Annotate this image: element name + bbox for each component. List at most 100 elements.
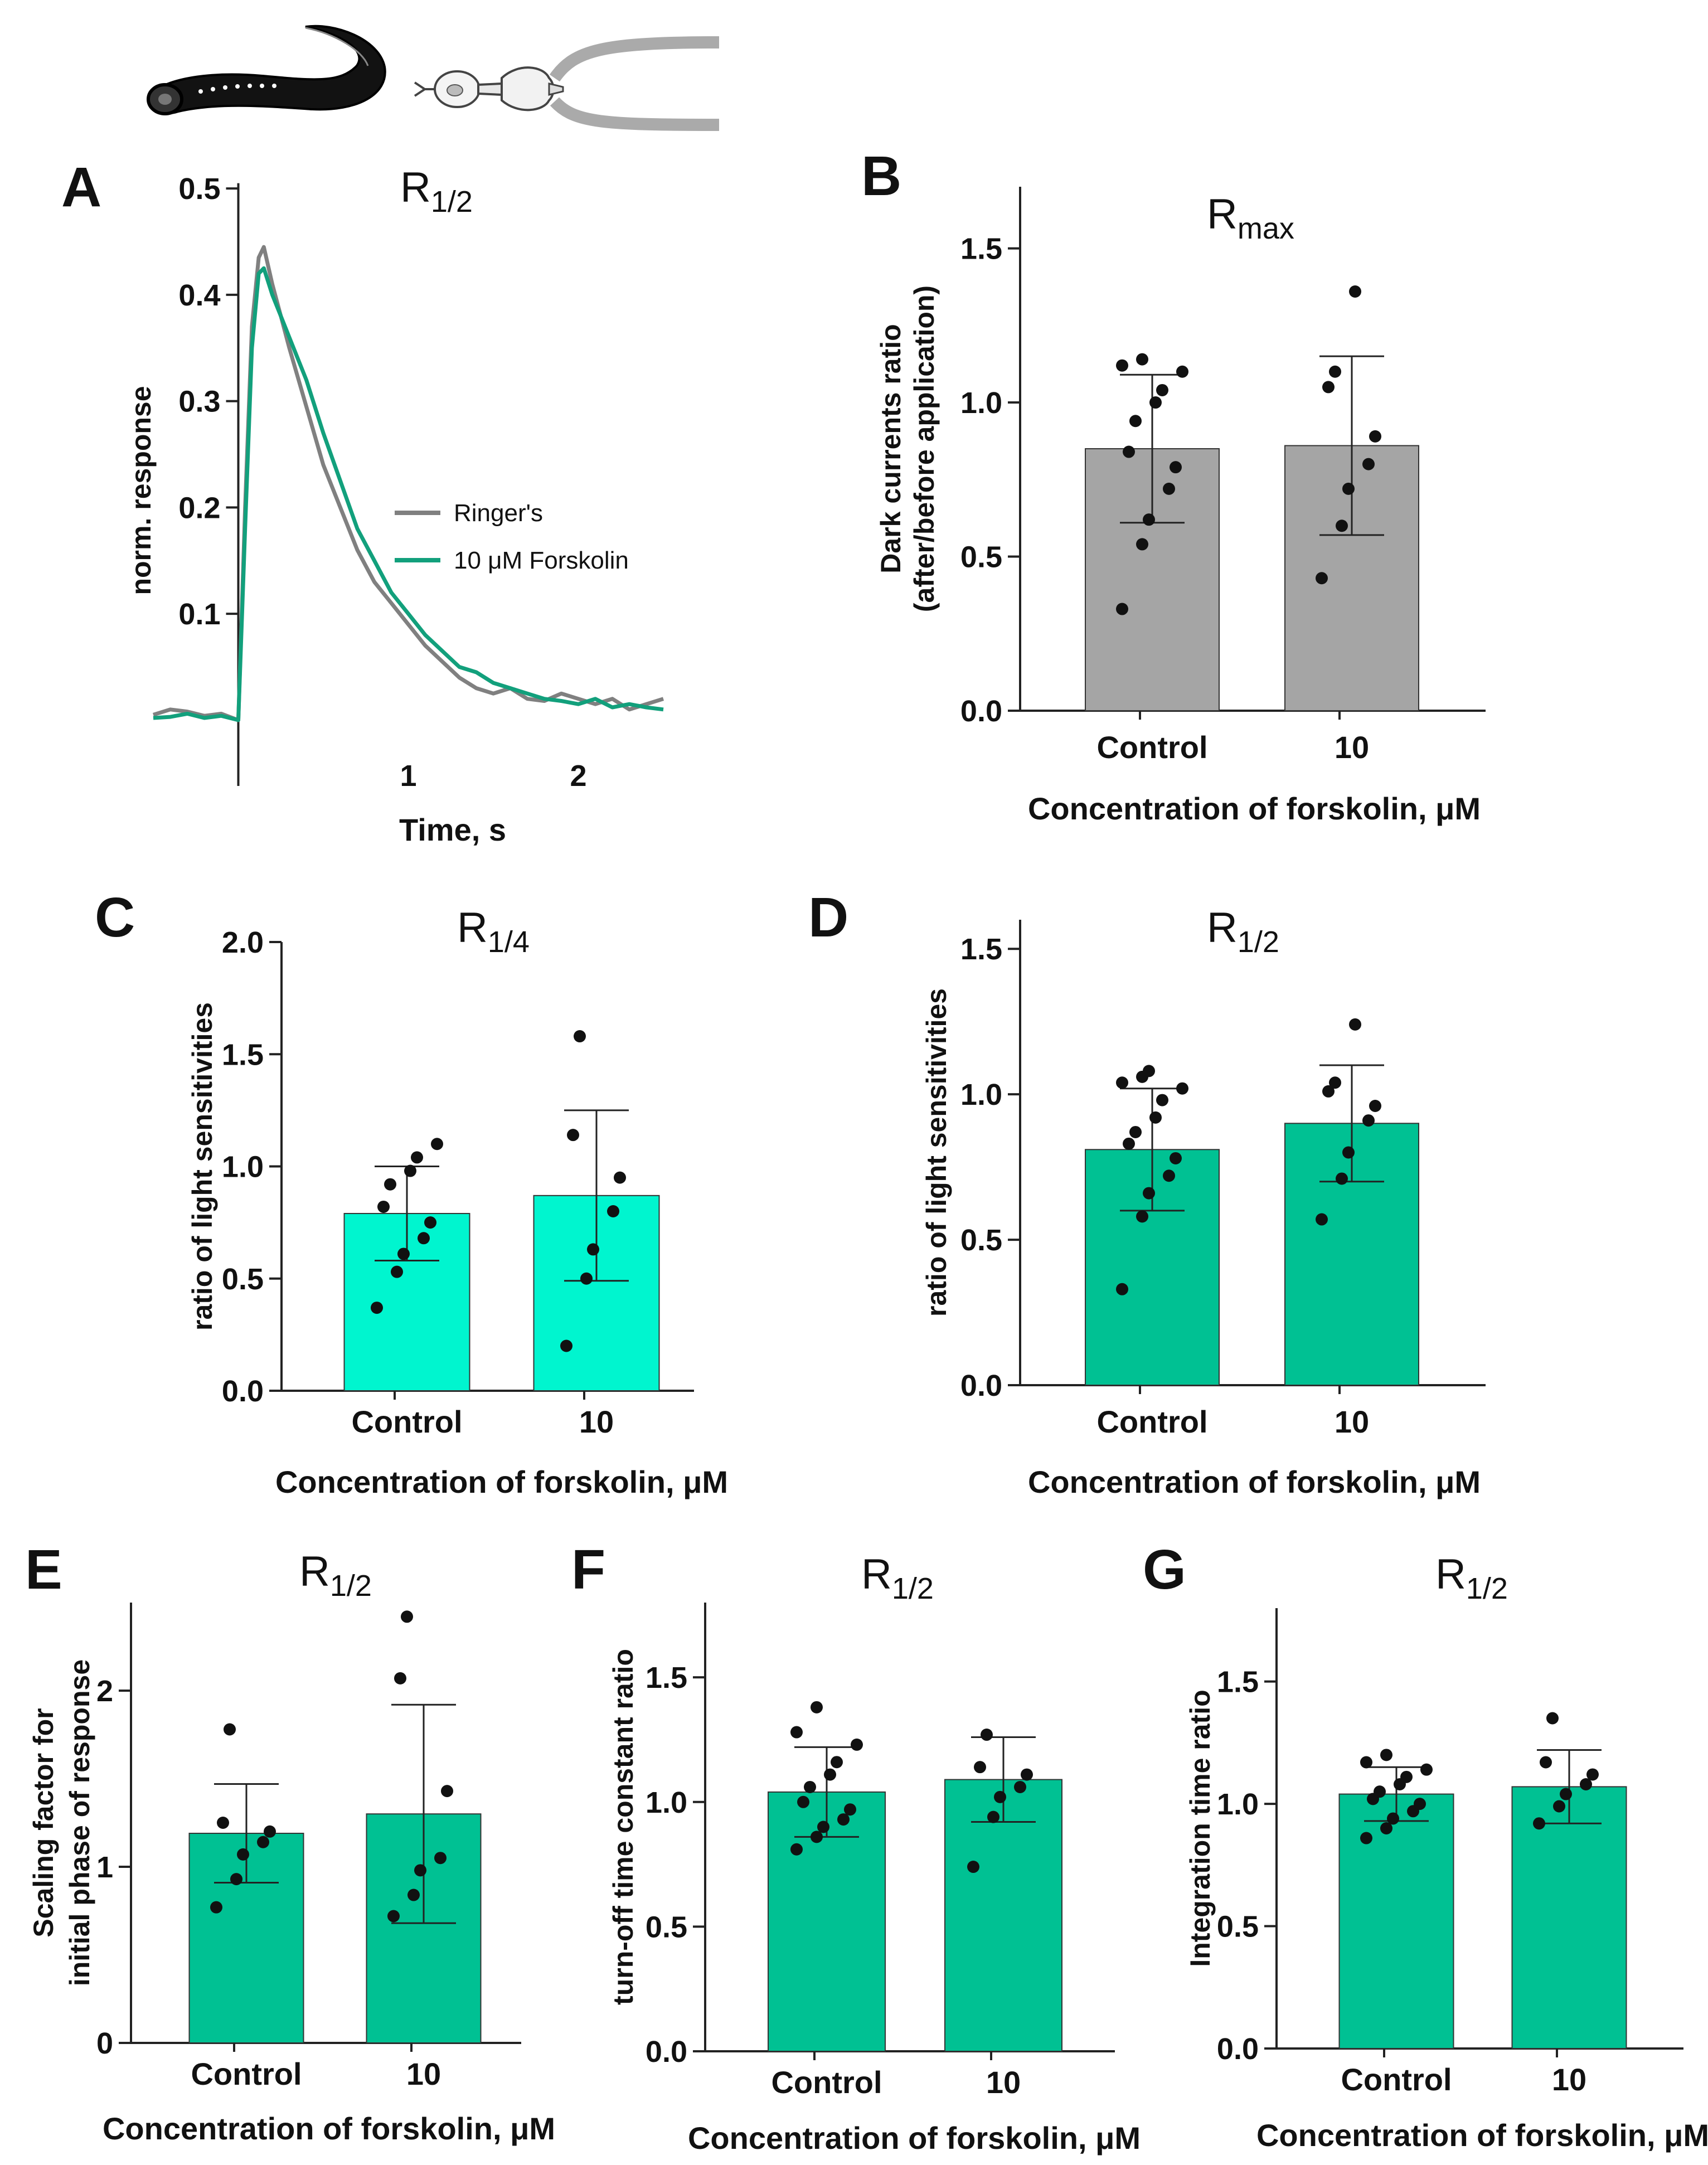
data-point	[824, 1768, 836, 1781]
panel-b-xlabel: Concentration of forskolin, μM	[1028, 791, 1481, 826]
panel-f-category-label: Control	[771, 2065, 882, 2100]
panel-letter-e: E	[25, 1538, 62, 1601]
panel-d-title: R1/2	[1207, 904, 1279, 959]
data-point	[1540, 1756, 1552, 1769]
data-point	[401, 1610, 413, 1623]
panel-d-ytick-label: 1.5	[960, 933, 1002, 966]
data-point	[607, 1205, 619, 1217]
data-point	[237, 1848, 249, 1861]
panel-a-xlabel: Time, s	[399, 812, 506, 847]
data-point	[1374, 1785, 1386, 1798]
panel-letter-g: G	[1143, 1538, 1186, 1601]
panel-e-ylabel-2: initial phase of response	[64, 1659, 95, 1986]
data-point	[580, 1272, 593, 1285]
data-point	[1021, 1768, 1033, 1781]
panel-b-category-label: 10	[1335, 730, 1369, 765]
data-point	[1400, 1770, 1413, 1783]
data-point	[817, 1821, 829, 1833]
data-point	[414, 1864, 426, 1877]
panel-b-ytick-label: 0.5	[960, 541, 1002, 574]
panel-c-ytick-label: 0.0	[222, 1375, 264, 1408]
panel-e-xlabel: Concentration of forskolin, μM	[103, 2111, 555, 2146]
data-point	[1362, 458, 1375, 470]
panel-letter-f: F	[571, 1538, 605, 1601]
data-point	[1387, 1812, 1399, 1825]
data-point	[1420, 1763, 1433, 1776]
panel-e-category-label: Control	[191, 2056, 302, 2091]
legend-ringer-label: Ringer's	[454, 499, 543, 527]
panel-f-ytick-label: 0.0	[646, 2035, 687, 2069]
data-point	[418, 1232, 430, 1245]
data-point	[1329, 365, 1341, 378]
data-point	[1336, 1172, 1348, 1185]
panel-b-category-label: Control	[1096, 730, 1207, 765]
panel-g-ytick-label: 0.0	[1217, 2032, 1259, 2066]
panel-g-ytick-label: 0.5	[1217, 1910, 1259, 1944]
data-point	[441, 1785, 453, 1798]
panel-c-ytick-label: 0.5	[222, 1263, 264, 1296]
data-point	[614, 1171, 626, 1184]
data-point	[1322, 1085, 1335, 1098]
data-point	[1176, 365, 1188, 378]
title-base: R	[1207, 904, 1238, 952]
panel-b-title: Rmax	[1207, 191, 1294, 245]
panel-c-ylabel: ratio of light sensitivities	[187, 1002, 218, 1331]
title-subscript: 1/2	[330, 1569, 372, 1603]
panel-g-category-label: 10	[1552, 2062, 1586, 2097]
panel-b: B Rmax Dark currents ratio (after/before ap…	[861, 145, 1486, 826]
panel-g-ytick-label: 1.5	[1217, 1666, 1259, 1699]
title-base: R	[457, 904, 488, 952]
data-point	[1362, 1114, 1375, 1127]
data-point	[387, 1910, 400, 1923]
panel-c: C R1/4 ratio of light sensitivities 0.0 0.5 1…	[95, 886, 728, 1499]
data-point	[1369, 430, 1381, 443]
data-point	[1123, 1137, 1135, 1150]
panel-d-category-label: Control	[1096, 1404, 1207, 1439]
data-point	[1149, 396, 1162, 409]
panel-letter-a: A	[61, 156, 101, 219]
data-point	[831, 1756, 843, 1769]
panel-e-category-label: 10	[406, 2056, 441, 2091]
data-point	[987, 1810, 999, 1823]
panel-a-ytick-label: 0.1	[178, 598, 220, 631]
photoreceptor-cell-icon	[414, 66, 564, 111]
data-point	[1553, 1800, 1565, 1813]
forskolin-response-line	[153, 266, 664, 722]
panel-a-xtick-label: 1	[400, 759, 416, 793]
data-point	[224, 1723, 236, 1736]
panel-f-ylabel: turn-off time constant ratio	[608, 1649, 639, 2005]
data-point	[217, 1817, 229, 1829]
panel-g-category-label: Control	[1341, 2062, 1452, 2097]
panel-letter-d: D	[808, 886, 848, 949]
data-point	[974, 1761, 986, 1774]
data-point	[1360, 1832, 1372, 1844]
data-point	[1129, 415, 1142, 428]
panel-g-ylabel: Integration time ratio	[1185, 1690, 1216, 1967]
panel-c-ytick-label: 1.0	[222, 1151, 264, 1184]
panel-letter-c: C	[95, 886, 135, 949]
data-point	[1322, 381, 1335, 394]
data-point	[1156, 384, 1168, 396]
data-point	[790, 1726, 803, 1739]
data-point	[1143, 513, 1155, 526]
panel-f-ytick-label: 1.5	[646, 1661, 687, 1695]
data-point	[1129, 1125, 1142, 1138]
panel-a-ytick-label: 0.4	[178, 279, 220, 312]
panel-d-ytick-label: 0.0	[960, 1369, 1002, 1402]
panel-e: E R1/2 Scaling factor for initial phase of …	[25, 1538, 555, 2146]
data-point	[994, 1790, 1006, 1803]
data-point	[1342, 482, 1355, 495]
data-point	[1342, 1146, 1355, 1159]
panel-c-category-label: 10	[579, 1404, 614, 1439]
panel-b-ylabel-2: (after/before application)	[909, 285, 940, 612]
data-point	[851, 1738, 863, 1751]
data-point	[1316, 572, 1328, 585]
data-point	[967, 1861, 979, 1873]
panel-a-ytick-label: 0.2	[178, 491, 220, 525]
data-point	[790, 1843, 803, 1856]
title-subscript: 1/2	[892, 1572, 934, 1605]
panel-d-xlabel: Concentration of forskolin, μM	[1028, 1464, 1481, 1499]
panel-a-ylabel: norm. response	[125, 386, 157, 595]
data-point	[424, 1216, 436, 1229]
